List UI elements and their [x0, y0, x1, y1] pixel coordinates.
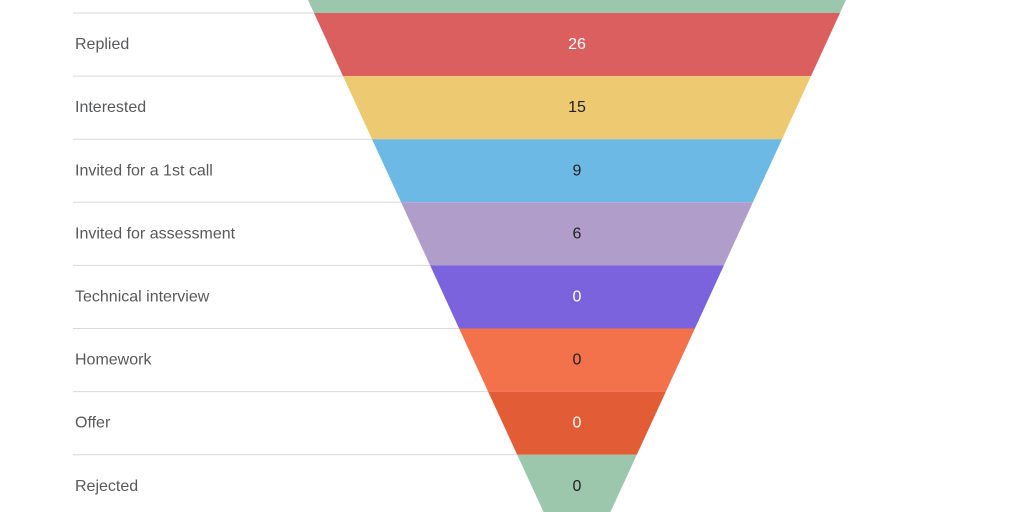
stage-value: 0: [573, 478, 582, 495]
funnel-segment[interactable]: [372, 139, 782, 203]
funnel-segment[interactable]: [517, 454, 637, 512]
stage-value: 0: [573, 415, 582, 432]
stage-value: 26: [568, 36, 586, 53]
stage-label: Invited for a 1st call: [75, 162, 213, 179]
stage-value: 0: [573, 288, 582, 305]
funnel-segment[interactable]: [430, 265, 724, 329]
stage-label: Homework: [75, 352, 152, 369]
funnel-segment[interactable]: [285, 0, 869, 13]
stage-label: Replied: [75, 36, 129, 53]
funnel-segment[interactable]: [488, 391, 666, 455]
stage-label: Interested: [75, 99, 146, 116]
stage-value: 15: [568, 99, 586, 116]
funnel-segment[interactable]: [401, 202, 753, 266]
stage-label: Technical interview: [75, 288, 210, 305]
stage-label: Invited for assessment: [75, 225, 236, 242]
stage-value: 0: [573, 352, 582, 369]
stage-label: Offer: [75, 415, 111, 432]
funnel-segment[interactable]: [459, 328, 695, 392]
funnel-segment[interactable]: [314, 13, 840, 77]
stage-value: 9: [573, 162, 582, 179]
funnel-segment[interactable]: [343, 76, 811, 140]
stage-value: 6: [573, 225, 582, 242]
stage-label: Rejected: [75, 478, 138, 495]
